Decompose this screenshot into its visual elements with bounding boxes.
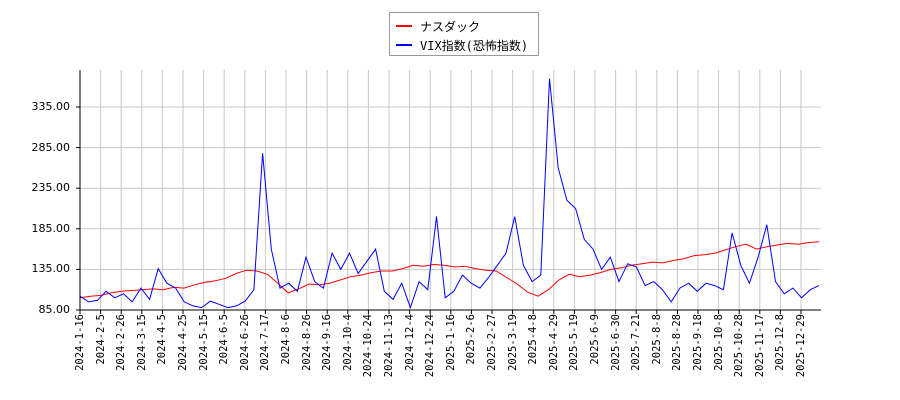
x-tick-label: 2024-8-26	[300, 314, 313, 371]
x-tick-label: 2025-9-18	[692, 314, 704, 371]
x-tick-label: 2025-6-30	[609, 314, 622, 371]
x-tick-label: 2024-6-26	[238, 314, 251, 371]
x-tick-label: 2024-3-15	[135, 314, 148, 371]
x-tick-label: 2024-4-25	[177, 314, 189, 371]
x-tick-label: 2024-8-6	[280, 314, 292, 365]
axes	[76, 70, 821, 314]
y-tick-label: 235.00	[31, 181, 71, 195]
y-tick-label: 285.00	[31, 140, 71, 154]
x-tick-label: 2024-6-5	[218, 314, 231, 365]
x-tick-label: 2024-9-16	[321, 314, 334, 371]
series-line	[79, 241, 820, 299]
x-tick-label: 2024-10-24	[362, 314, 375, 378]
x-tick-label: 2025-2-27	[486, 314, 498, 371]
x-tick-label: 2024-2-26	[115, 314, 128, 371]
legend: ナスダック VIX指数(恐怖指数)	[389, 12, 539, 56]
x-tick-label: 2025-4-29	[547, 314, 560, 371]
x-tick-label: 2024-5-15	[197, 314, 210, 371]
y-tick-label: 185.00	[31, 221, 71, 235]
x-tick-label: 2025-8-8	[650, 314, 663, 365]
x-tick-label: 2024-10-4	[341, 314, 354, 371]
legend-swatch-blue	[396, 44, 412, 46]
legend-item-vix: VIX指数(恐怖指数)	[396, 37, 528, 53]
x-tick-label: 2024-7-17	[259, 314, 272, 371]
x-tick-label: 2025-6-9	[589, 314, 601, 365]
x-tick-label: 2024-12-4	[403, 314, 416, 371]
x-tick-label: 2024-12-24	[424, 314, 437, 378]
x-tick-label: 2025-8-28	[671, 314, 684, 371]
y-tick-label: 335.00	[31, 100, 71, 113]
x-tick-label: 2025-3-19	[506, 314, 519, 371]
y-tick-label: 135.00	[31, 262, 71, 276]
x-tick-label: 2024-2-5	[94, 314, 107, 365]
x-tick-label: 2025-11-17	[753, 314, 766, 378]
x-tick-label: 2025-5-19	[568, 314, 581, 371]
grid-lines	[80, 70, 821, 310]
x-tick-label: 2025-12-29	[795, 314, 807, 378]
legend-swatch-red	[396, 25, 412, 27]
series-line	[79, 78, 820, 310]
x-tick-label: 2024-11-13	[383, 314, 395, 378]
legend-label: ナスダック	[420, 19, 481, 34]
y-tick-label: 85.00	[38, 303, 71, 316]
x-tick-label: 2025-4-8	[527, 314, 540, 365]
x-tick-label: 2025-12-8	[774, 314, 787, 371]
x-tick-label: 2025-10-28	[733, 314, 746, 378]
x-tick-label: 2025-10-8	[712, 314, 725, 371]
legend-label: VIX指数(恐怖指数)	[420, 38, 529, 53]
x-tick-label: 2025-7-21	[630, 314, 643, 371]
x-tick-label: 2024-4-5	[156, 314, 169, 365]
x-tick-label: 2025-2-6	[465, 314, 478, 365]
x-tick-label: 2025-1-16	[444, 314, 457, 371]
x-tick-label: 2024-1-16	[74, 314, 86, 371]
series-layer	[79, 78, 820, 310]
legend-item-nasdaq: ナスダック	[396, 18, 480, 34]
